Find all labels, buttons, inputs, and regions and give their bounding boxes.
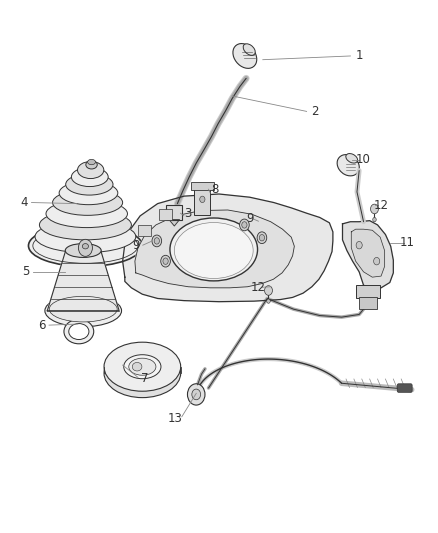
Ellipse shape bbox=[65, 244, 101, 257]
Ellipse shape bbox=[39, 210, 131, 240]
Text: 6: 6 bbox=[38, 319, 46, 332]
Circle shape bbox=[242, 222, 247, 228]
Ellipse shape bbox=[35, 221, 136, 253]
Polygon shape bbox=[169, 220, 180, 226]
Text: 1: 1 bbox=[355, 50, 363, 62]
FancyBboxPatch shape bbox=[359, 297, 377, 309]
Ellipse shape bbox=[71, 167, 108, 187]
Text: 13: 13 bbox=[168, 412, 183, 425]
Circle shape bbox=[240, 219, 249, 231]
Ellipse shape bbox=[104, 349, 180, 398]
Polygon shape bbox=[47, 251, 119, 311]
Circle shape bbox=[161, 255, 170, 267]
Text: 10: 10 bbox=[356, 154, 371, 166]
Text: 3: 3 bbox=[185, 207, 192, 220]
Ellipse shape bbox=[170, 218, 258, 281]
Ellipse shape bbox=[46, 200, 127, 228]
Polygon shape bbox=[351, 229, 385, 277]
Circle shape bbox=[192, 389, 201, 400]
Ellipse shape bbox=[53, 204, 123, 210]
Polygon shape bbox=[343, 221, 393, 289]
FancyBboxPatch shape bbox=[159, 209, 172, 220]
Ellipse shape bbox=[66, 174, 113, 195]
Text: 4: 4 bbox=[20, 196, 28, 209]
Circle shape bbox=[371, 204, 378, 214]
Ellipse shape bbox=[69, 324, 89, 340]
Circle shape bbox=[267, 299, 270, 303]
Ellipse shape bbox=[346, 154, 357, 163]
Ellipse shape bbox=[124, 355, 161, 378]
Ellipse shape bbox=[337, 155, 359, 176]
FancyBboxPatch shape bbox=[356, 285, 380, 298]
Text: 5: 5 bbox=[23, 265, 30, 278]
Ellipse shape bbox=[104, 342, 180, 391]
Text: 9: 9 bbox=[132, 239, 140, 252]
Circle shape bbox=[187, 384, 205, 405]
Circle shape bbox=[163, 258, 168, 264]
Circle shape bbox=[265, 286, 272, 295]
Circle shape bbox=[154, 238, 159, 244]
Circle shape bbox=[200, 196, 205, 203]
Circle shape bbox=[259, 235, 265, 241]
Ellipse shape bbox=[46, 215, 127, 222]
Ellipse shape bbox=[243, 44, 255, 55]
Circle shape bbox=[356, 241, 362, 249]
Text: 9: 9 bbox=[246, 212, 254, 225]
Ellipse shape bbox=[28, 225, 142, 266]
Ellipse shape bbox=[82, 244, 88, 249]
Ellipse shape bbox=[174, 223, 253, 278]
Text: 8: 8 bbox=[211, 183, 218, 196]
Circle shape bbox=[257, 232, 267, 244]
Circle shape bbox=[373, 217, 376, 222]
Ellipse shape bbox=[59, 195, 118, 200]
FancyBboxPatch shape bbox=[166, 205, 182, 220]
Polygon shape bbox=[135, 210, 294, 288]
FancyBboxPatch shape bbox=[138, 225, 151, 236]
Ellipse shape bbox=[233, 44, 257, 68]
FancyBboxPatch shape bbox=[191, 182, 214, 190]
Ellipse shape bbox=[129, 358, 156, 375]
Ellipse shape bbox=[66, 186, 113, 191]
Text: 7: 7 bbox=[141, 372, 148, 385]
Circle shape bbox=[152, 235, 162, 247]
Text: 12: 12 bbox=[374, 199, 389, 212]
Ellipse shape bbox=[71, 179, 108, 183]
Ellipse shape bbox=[53, 190, 123, 215]
Ellipse shape bbox=[45, 295, 121, 327]
Text: 12: 12 bbox=[251, 281, 266, 294]
FancyBboxPatch shape bbox=[397, 384, 412, 392]
Ellipse shape bbox=[88, 159, 95, 165]
Circle shape bbox=[78, 239, 92, 256]
Polygon shape bbox=[123, 194, 333, 302]
Circle shape bbox=[374, 257, 380, 265]
Ellipse shape bbox=[64, 319, 94, 344]
Ellipse shape bbox=[39, 225, 131, 233]
Ellipse shape bbox=[49, 296, 117, 322]
Text: 2: 2 bbox=[311, 106, 319, 118]
Ellipse shape bbox=[86, 160, 97, 169]
Ellipse shape bbox=[78, 161, 104, 179]
FancyBboxPatch shape bbox=[194, 184, 210, 215]
Text: 11: 11 bbox=[400, 236, 415, 249]
Ellipse shape bbox=[59, 181, 118, 205]
Ellipse shape bbox=[132, 362, 142, 371]
Ellipse shape bbox=[78, 172, 104, 176]
